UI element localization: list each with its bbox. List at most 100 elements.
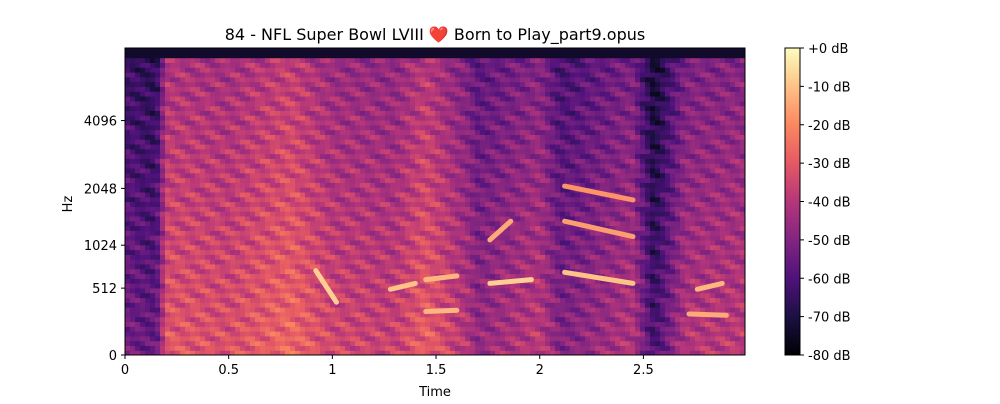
heatmap-cell bbox=[325, 335, 331, 342]
heatmap-cell bbox=[460, 57, 466, 63]
heatmap-cell bbox=[460, 172, 466, 179]
heatmap-cell bbox=[375, 134, 381, 140]
heatmap-cell bbox=[360, 86, 366, 92]
heatmap-cell bbox=[380, 67, 386, 73]
heatmap-cell bbox=[335, 67, 341, 73]
heatmap-cell bbox=[180, 124, 186, 131]
heatmap-cell bbox=[405, 91, 411, 97]
heatmap-cell bbox=[130, 48, 136, 54]
heatmap-cell bbox=[450, 211, 456, 217]
heatmap-cell bbox=[275, 215, 281, 222]
heatmap-cell bbox=[185, 206, 191, 212]
heatmap-cell bbox=[150, 48, 156, 54]
heatmap-cell bbox=[440, 225, 446, 231]
heatmap-cell bbox=[260, 187, 266, 193]
heatmap-cell bbox=[240, 91, 246, 97]
heatmap-cell bbox=[195, 259, 201, 265]
heatmap-cell bbox=[505, 263, 511, 270]
heatmap-cell bbox=[340, 143, 346, 150]
heatmap-cell bbox=[315, 115, 321, 121]
heatmap-cell bbox=[445, 119, 451, 126]
heatmap-cell bbox=[170, 191, 176, 198]
heatmap-cell bbox=[200, 105, 206, 111]
heatmap-cell bbox=[155, 95, 161, 102]
heatmap-cell bbox=[155, 225, 161, 231]
heatmap-cell bbox=[195, 124, 201, 131]
heatmap-cell bbox=[290, 278, 296, 284]
heatmap-cell bbox=[290, 307, 296, 313]
heatmap-cell bbox=[155, 163, 161, 169]
heatmap-cell bbox=[400, 268, 406, 275]
heatmap-cell bbox=[480, 143, 486, 150]
heatmap-cell bbox=[235, 100, 241, 107]
heatmap-cell bbox=[190, 62, 196, 68]
heatmap-cell bbox=[490, 239, 496, 246]
heatmap-cell bbox=[180, 259, 186, 265]
heatmap-cell bbox=[170, 345, 176, 351]
heatmap-cell bbox=[485, 143, 491, 150]
heatmap-cell bbox=[445, 331, 451, 337]
heatmap-cell bbox=[270, 143, 276, 150]
heatmap-cell bbox=[355, 167, 361, 174]
heatmap-cell bbox=[240, 220, 246, 227]
heatmap-cell bbox=[465, 57, 471, 63]
heatmap-cell bbox=[490, 201, 496, 207]
heatmap-cell bbox=[370, 81, 376, 87]
heatmap-cell bbox=[220, 259, 226, 265]
heatmap-cell bbox=[125, 297, 131, 303]
heatmap-cell bbox=[205, 105, 211, 111]
heatmap-cell bbox=[415, 211, 421, 217]
heatmap-cell bbox=[235, 206, 241, 212]
heatmap-cell bbox=[430, 254, 436, 260]
heatmap-cell bbox=[160, 220, 166, 227]
heatmap-cell bbox=[420, 220, 426, 227]
heatmap-cell bbox=[300, 311, 306, 318]
heatmap-cell bbox=[190, 307, 196, 313]
heatmap-cell bbox=[435, 230, 441, 236]
heatmap-cell bbox=[355, 307, 361, 313]
heatmap-cell bbox=[475, 335, 481, 342]
heatmap-cell bbox=[460, 105, 466, 111]
heatmap-cell bbox=[375, 263, 381, 270]
heatmap-cell bbox=[210, 259, 216, 265]
heatmap-cell bbox=[230, 249, 236, 255]
heatmap-cell bbox=[225, 316, 231, 323]
heatmap-cell bbox=[340, 134, 346, 140]
heatmap-cell bbox=[415, 119, 421, 126]
heatmap-cell bbox=[215, 307, 221, 313]
heatmap-cell bbox=[430, 48, 436, 54]
heatmap-cell bbox=[165, 110, 171, 116]
heatmap-cell bbox=[330, 187, 336, 193]
heatmap-cell bbox=[495, 220, 501, 227]
heatmap-cell bbox=[175, 62, 181, 68]
heatmap-cell bbox=[360, 100, 366, 107]
heatmap-cell bbox=[420, 91, 426, 97]
heatmap-cell bbox=[440, 143, 446, 150]
heatmap-cell bbox=[165, 273, 171, 279]
heatmap-cell bbox=[280, 239, 286, 246]
heatmap-cell bbox=[205, 196, 211, 203]
heatmap-cell bbox=[495, 239, 501, 246]
heatmap-cell bbox=[490, 182, 496, 188]
heatmap-cell bbox=[225, 335, 231, 342]
heatmap-cell bbox=[210, 119, 216, 126]
heatmap-cell bbox=[365, 335, 371, 342]
heatmap-cell bbox=[255, 311, 261, 318]
heatmap-cell bbox=[460, 201, 466, 207]
heatmap-cell bbox=[300, 167, 306, 174]
heatmap-cell bbox=[395, 91, 401, 97]
heatmap-cell bbox=[405, 81, 411, 87]
heatmap-cell bbox=[485, 273, 491, 279]
heatmap-cell bbox=[125, 163, 131, 169]
heatmap-cell bbox=[190, 119, 196, 126]
heatmap-cell bbox=[405, 163, 411, 169]
heatmap-cell bbox=[235, 287, 241, 294]
heatmap-cell bbox=[490, 307, 496, 313]
heatmap-cell bbox=[420, 119, 426, 126]
heatmap-cell bbox=[475, 163, 481, 169]
heatmap-cell bbox=[300, 283, 306, 289]
heatmap-cell bbox=[345, 172, 351, 179]
heatmap-cell bbox=[175, 57, 181, 63]
heatmap-cell bbox=[335, 215, 341, 222]
heatmap-cell bbox=[435, 57, 441, 63]
